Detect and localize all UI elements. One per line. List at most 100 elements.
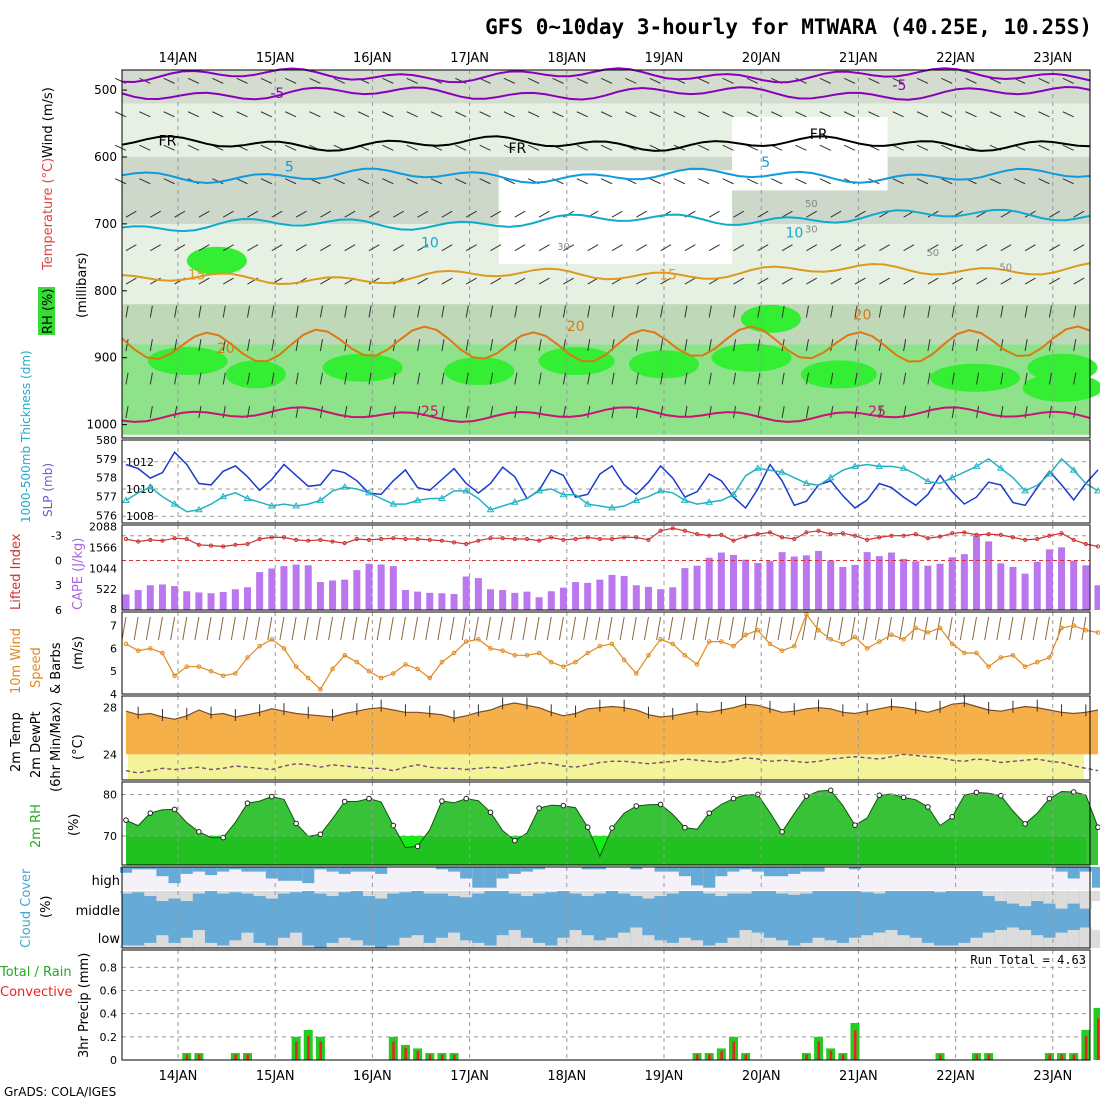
wind-speed-marker [123, 641, 129, 647]
high-cloud-bar [241, 867, 254, 872]
cape-bar [1009, 566, 1017, 610]
wind-barb [830, 277, 842, 285]
wind-barb [733, 305, 737, 318]
wind-barb [309, 111, 321, 118]
wind-speed-marker [864, 646, 870, 651]
mid-cloud-gap [703, 891, 716, 894]
wind-barb [465, 244, 477, 252]
wind-speed-marker [706, 639, 712, 644]
wind-speed-marker [512, 652, 518, 658]
rh-marker [366, 795, 372, 802]
wind-barb [212, 111, 224, 118]
wind-barb [319, 372, 323, 385]
cape-bar [669, 587, 677, 610]
low-cloud-gap [362, 945, 376, 948]
wind-barb [916, 144, 929, 151]
surface-wind-barb [704, 616, 710, 641]
wind-speed-marker [269, 637, 275, 642]
wind-speed-marker [998, 655, 1004, 660]
wind-barb [417, 210, 429, 218]
cape-bar [839, 566, 847, 610]
low-cloud-gap [508, 930, 521, 948]
wind-barb [819, 178, 831, 185]
high-cloud-bar [326, 867, 339, 872]
wind-barb [903, 277, 915, 285]
wind-barb [708, 406, 712, 419]
wind-speed-marker [609, 641, 615, 647]
date-label-top: 20JAN [742, 51, 781, 66]
rh-area [126, 790, 1098, 865]
li-marker [877, 535, 882, 540]
cape-bar [414, 591, 422, 610]
wind-barb [854, 277, 866, 285]
wind-barb [139, 144, 151, 151]
wind-barb [733, 372, 737, 385]
wind-barb [295, 244, 307, 252]
wind-barb [587, 339, 591, 352]
rh-marker [925, 804, 931, 810]
wind-barb [392, 406, 396, 419]
cape-tick-label: 1044 [89, 562, 117, 575]
precip-convective-bar [975, 1054, 978, 1060]
mid-cloud-gap [168, 891, 181, 899]
wind-barb [951, 277, 963, 285]
wind-barb [368, 210, 380, 218]
rh-marker [657, 801, 664, 808]
moist-blob [1022, 373, 1100, 402]
low-cloud-gap [484, 945, 497, 948]
wind-barb [538, 210, 550, 218]
cape-bar [948, 557, 956, 610]
wind-barb [611, 210, 623, 218]
wind-barb [538, 305, 542, 318]
thickness-marker [316, 496, 325, 503]
wind-barb [878, 339, 882, 352]
cape-bar [1082, 565, 1090, 610]
cape-bar [450, 594, 458, 610]
cloud-high-label: high [92, 874, 120, 889]
li-marker [184, 536, 189, 542]
panel-frame [121, 439, 1091, 524]
wind-speed-marker [585, 650, 591, 656]
li-marker [245, 541, 250, 547]
li-marker [1047, 533, 1052, 538]
cape-bar [268, 568, 276, 610]
wind-barb [892, 144, 904, 151]
wind-barb [1014, 111, 1026, 118]
cape-bar [523, 591, 531, 610]
wind-speed-marker [974, 650, 979, 656]
surface-wind-barb [741, 616, 747, 641]
high-cloud-bar [520, 867, 533, 872]
li-marker [816, 528, 821, 533]
mid-cloud-gap [569, 891, 582, 894]
wind-barb [406, 178, 418, 185]
wind-speed-marker [719, 639, 724, 644]
cape-bar [620, 576, 628, 610]
low-cloud-gap [168, 942, 181, 948]
wind-barb [892, 111, 904, 118]
wind-barb [660, 277, 672, 285]
rh-marker [779, 829, 785, 835]
cape-bar [231, 589, 239, 610]
wind-barb [636, 210, 647, 218]
wind-speed-marker [524, 652, 530, 658]
wind-barb [490, 244, 502, 252]
wind-barb [187, 77, 200, 84]
wind-barb [1049, 244, 1061, 252]
wind-barb [830, 305, 834, 318]
temp-tick-label: 28 [103, 702, 117, 715]
li-tick-label: 6 [55, 604, 62, 617]
wind-barb [660, 339, 664, 352]
low-cloud-gap [703, 945, 716, 948]
wind-barb [660, 244, 672, 252]
wind-barb [125, 372, 129, 385]
low-cloud-gap [533, 942, 546, 948]
li-marker [512, 536, 517, 542]
mid-cloud-gap [253, 891, 266, 897]
precip-convective-label: Convective [0, 985, 73, 1000]
thickness-marker [1069, 466, 1078, 473]
surface-wind-barb [716, 616, 722, 641]
wind-barb [600, 144, 613, 151]
wind-speed-marker [1047, 655, 1052, 660]
moist-blob [800, 360, 877, 389]
mid-cloud-gap [861, 891, 874, 893]
